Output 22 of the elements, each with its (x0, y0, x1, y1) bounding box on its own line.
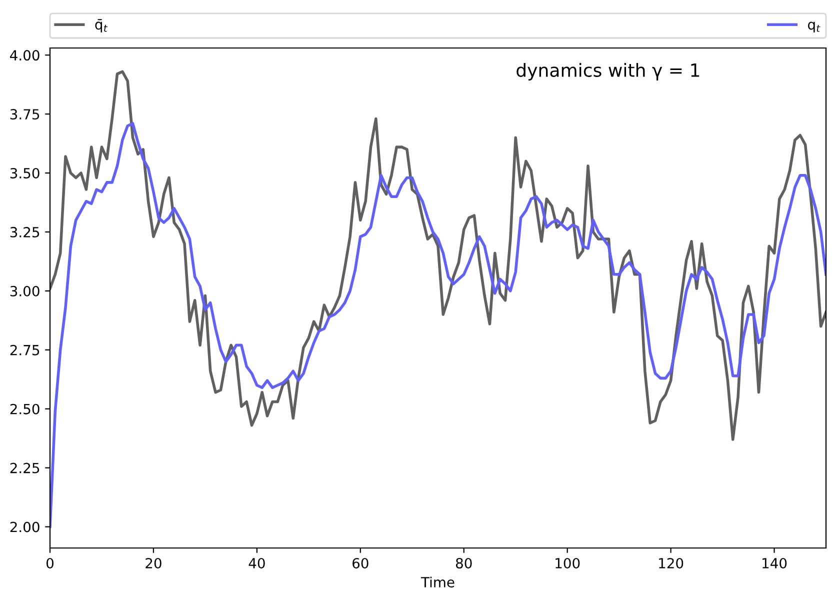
annotation: dynamics with γ = 1 (516, 63, 700, 80)
y-tick-label: 2.50 (10, 404, 40, 414)
y-tick-label: 2.75 (10, 344, 40, 356)
y-tick-label: 4.00 (10, 50, 40, 61)
x-tick-label: 80 (456, 558, 472, 568)
y-tick-label: 2.25 (10, 462, 40, 474)
y-tick-label: 3.00 (10, 286, 40, 296)
x-tick-label: 100 (556, 558, 580, 568)
x-tick-label: 60 (352, 558, 368, 568)
legend-label: q̄$_{t}$ (95, 19, 108, 32)
x-axis-title: Time (420, 576, 454, 588)
x-tick-label: 20 (146, 558, 162, 568)
line-series (50, 122, 826, 528)
y-tick-label: 3.50 (10, 168, 40, 178)
legend-label: q$_{t}$ (808, 22, 820, 32)
x-tick-label: 120 (659, 558, 684, 568)
y-tick-label: 2.00 (10, 522, 40, 532)
y-tick-label: 3.25 (10, 226, 40, 238)
x-tick-label: 40 (248, 558, 265, 568)
x-tick-label: 140 (762, 558, 787, 568)
y-tick-label: 3.75 (10, 109, 40, 120)
x-tick-label: 0 (46, 558, 54, 568)
